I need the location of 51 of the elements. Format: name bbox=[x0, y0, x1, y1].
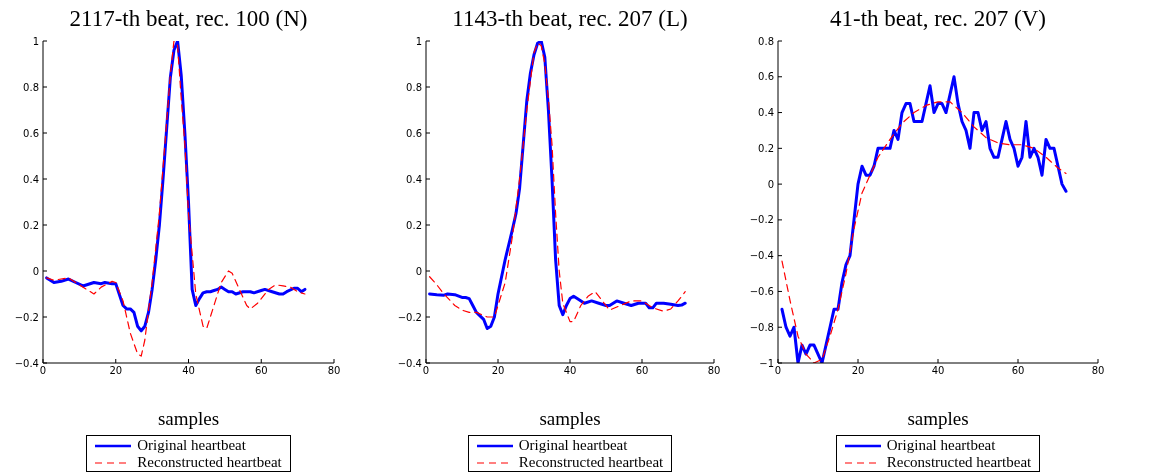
x-tick-label: 60 bbox=[254, 365, 268, 377]
y-tick-label: 0.8 bbox=[758, 35, 774, 47]
y-tick-label: 0.2 bbox=[758, 142, 774, 154]
y-tick-label: −0.6 bbox=[749, 285, 774, 297]
chart-title: 2117-th beat, rec. 100 (N) bbox=[68, 6, 309, 32]
y-tick-label: 0.8 bbox=[23, 81, 39, 93]
x-tick-label: 0 bbox=[774, 365, 782, 377]
y-tick-label: 0.4 bbox=[406, 173, 422, 185]
y-tick-label: −0.2 bbox=[397, 311, 422, 323]
x-tick-label: 20 bbox=[851, 365, 865, 377]
y-tick-label: 0.2 bbox=[23, 219, 39, 231]
y-tick-label: −0.4 bbox=[14, 357, 39, 369]
y-tick-label: −0.4 bbox=[397, 357, 422, 369]
x-tick-label: 60 bbox=[635, 365, 649, 377]
legend-label: Original heartbeat bbox=[137, 437, 246, 454]
y-tick-label: 0.6 bbox=[23, 127, 39, 139]
y-tick-label: 0.8 bbox=[406, 81, 422, 93]
legend-label: Reconstructed heartbeat bbox=[137, 454, 282, 471]
legend-label: Original heartbeat bbox=[886, 437, 996, 454]
x-axis-title: samples bbox=[538, 408, 602, 430]
y-tick-label: 0.4 bbox=[23, 173, 39, 185]
chart-title: 41-th beat, rec. 207 (V) bbox=[829, 6, 1047, 32]
x-tick-label: 40 bbox=[931, 365, 945, 377]
y-tick-label: −0.2 bbox=[14, 311, 39, 323]
chart-title: 1143-th beat, rec. 207 (L) bbox=[451, 6, 689, 32]
x-axis-title: samples bbox=[906, 408, 970, 430]
y-tick-label: 1 bbox=[415, 35, 422, 47]
x-tick-label: 40 bbox=[182, 365, 195, 377]
legend-label: Reconstructed heartbeat bbox=[886, 454, 1032, 471]
x-tick-label: 20 bbox=[109, 365, 123, 377]
x-tick-label: 80 bbox=[707, 365, 721, 377]
x-tick-label: 20 bbox=[491, 365, 505, 377]
x-axis-title: samples bbox=[156, 408, 221, 430]
y-tick-label: 0.6 bbox=[406, 127, 422, 139]
y-tick-label: 1 bbox=[32, 35, 39, 47]
y-tick-label: 0.6 bbox=[758, 71, 774, 83]
legend-label: Reconstructed heartbeat bbox=[518, 454, 664, 471]
y-tick-label: 0.4 bbox=[758, 107, 774, 119]
y-tick-label: 0 bbox=[32, 265, 39, 277]
x-tick-label: 40 bbox=[563, 365, 577, 377]
legend-label: Original heartbeat bbox=[518, 437, 628, 454]
y-tick-label: −0.2 bbox=[749, 214, 774, 226]
y-tick-label: −0.4 bbox=[749, 250, 774, 262]
y-tick-label: 0 bbox=[415, 265, 422, 277]
x-tick-label: 80 bbox=[327, 365, 341, 377]
x-tick-label: 80 bbox=[1091, 365, 1105, 377]
y-tick-label: 0 bbox=[767, 178, 774, 190]
y-tick-label: −1 bbox=[759, 357, 774, 369]
y-tick-label: 0.2 bbox=[406, 219, 422, 231]
y-tick-label: −0.8 bbox=[749, 321, 774, 333]
x-tick-label: 60 bbox=[1011, 365, 1025, 377]
